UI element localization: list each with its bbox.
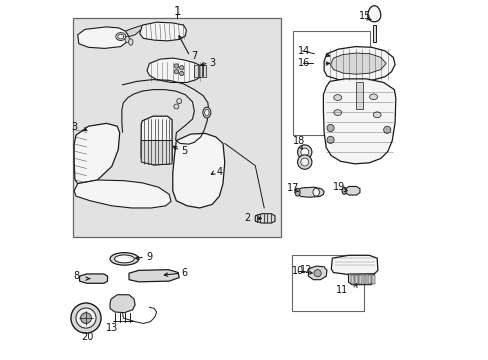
Circle shape	[297, 145, 311, 159]
Circle shape	[383, 126, 390, 134]
Polygon shape	[110, 295, 135, 313]
Circle shape	[76, 308, 96, 328]
Circle shape	[179, 66, 183, 70]
Text: 17: 17	[286, 183, 299, 193]
Circle shape	[326, 125, 333, 132]
Polygon shape	[367, 6, 380, 22]
Polygon shape	[297, 187, 324, 197]
Ellipse shape	[125, 36, 129, 42]
Text: 3: 3	[72, 122, 78, 132]
Ellipse shape	[312, 188, 319, 196]
Circle shape	[71, 303, 101, 333]
Bar	[354, 275, 357, 284]
Bar	[194, 64, 197, 77]
Ellipse shape	[114, 255, 134, 263]
Text: 5: 5	[181, 145, 187, 156]
Ellipse shape	[128, 39, 133, 45]
Circle shape	[81, 313, 91, 323]
Circle shape	[179, 71, 183, 76]
Ellipse shape	[333, 110, 341, 116]
Polygon shape	[147, 58, 204, 82]
Bar	[371, 275, 374, 284]
Polygon shape	[140, 22, 186, 41]
Polygon shape	[330, 53, 386, 74]
Ellipse shape	[116, 33, 125, 41]
Text: 9: 9	[145, 252, 152, 262]
Text: 8: 8	[73, 271, 79, 281]
Bar	[356, 82, 362, 109]
Text: 3: 3	[209, 58, 215, 68]
Ellipse shape	[333, 95, 341, 100]
Polygon shape	[129, 270, 179, 282]
Polygon shape	[74, 180, 171, 208]
Text: 4: 4	[216, 167, 222, 177]
Ellipse shape	[372, 112, 380, 118]
Text: 11: 11	[336, 285, 348, 296]
Bar	[203, 64, 206, 77]
Text: 18: 18	[292, 136, 305, 146]
Text: 7: 7	[191, 51, 197, 61]
Circle shape	[300, 158, 308, 166]
Ellipse shape	[294, 188, 300, 196]
Bar	[350, 275, 353, 284]
Polygon shape	[78, 27, 129, 48]
Ellipse shape	[341, 187, 346, 194]
Text: 12: 12	[300, 265, 312, 275]
Polygon shape	[344, 186, 359, 195]
Text: 19: 19	[333, 182, 345, 192]
Circle shape	[297, 155, 311, 169]
Polygon shape	[324, 46, 394, 81]
Circle shape	[174, 104, 179, 109]
Polygon shape	[141, 140, 172, 165]
Circle shape	[174, 69, 178, 74]
Text: 1: 1	[173, 5, 181, 18]
Ellipse shape	[204, 109, 208, 116]
Ellipse shape	[369, 94, 377, 100]
Bar	[363, 275, 366, 284]
Text: 10: 10	[292, 266, 304, 276]
Ellipse shape	[110, 253, 139, 265]
Bar	[198, 64, 202, 77]
Bar	[73, 18, 281, 237]
Polygon shape	[74, 123, 120, 184]
Bar	[292, 31, 369, 135]
Polygon shape	[330, 255, 377, 275]
Circle shape	[174, 64, 178, 68]
Bar	[367, 275, 370, 284]
Circle shape	[176, 99, 182, 104]
Text: 16: 16	[297, 58, 309, 68]
Polygon shape	[255, 214, 274, 223]
Polygon shape	[125, 25, 149, 37]
Text: 13: 13	[105, 323, 118, 333]
Ellipse shape	[203, 107, 210, 118]
Bar	[359, 275, 362, 284]
Text: 6: 6	[182, 268, 187, 278]
Polygon shape	[141, 116, 172, 165]
Polygon shape	[172, 134, 224, 208]
Bar	[291, 255, 363, 311]
Circle shape	[300, 148, 308, 156]
Text: 15: 15	[358, 11, 370, 21]
Bar	[372, 25, 375, 42]
Circle shape	[326, 136, 333, 143]
Ellipse shape	[118, 34, 123, 39]
Polygon shape	[80, 274, 107, 283]
Polygon shape	[348, 274, 373, 285]
Polygon shape	[308, 266, 326, 280]
Polygon shape	[323, 79, 395, 164]
Text: 2: 2	[244, 213, 250, 223]
Text: 20: 20	[81, 332, 93, 342]
Text: 14: 14	[297, 46, 309, 56]
Circle shape	[313, 270, 321, 277]
